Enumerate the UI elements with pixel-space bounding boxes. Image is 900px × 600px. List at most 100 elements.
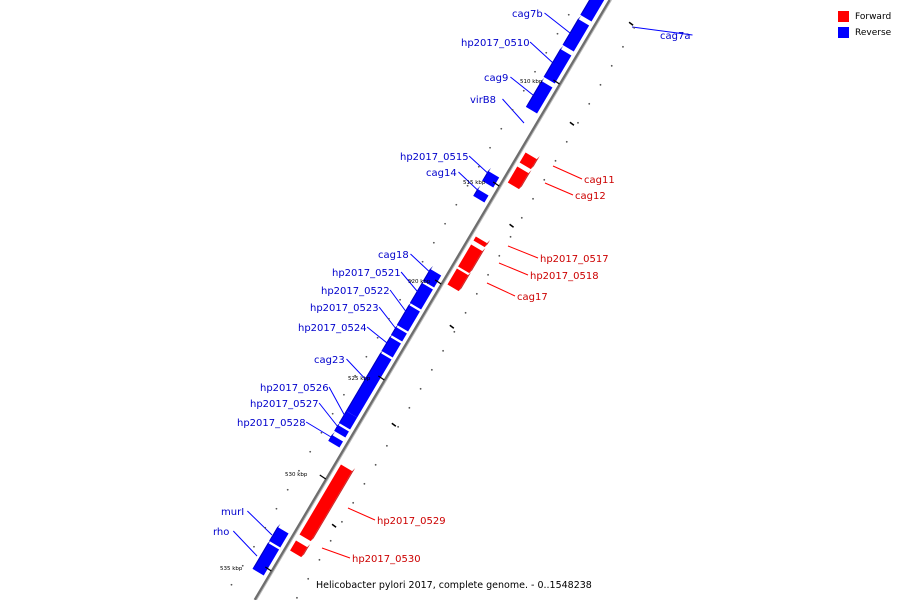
gene-label-hp2017-0524: hp2017_0524 (298, 323, 367, 334)
gene-block-edge-cag18 (422, 265, 434, 281)
gene-label-hp2017-0521: hp2017_0521 (332, 268, 401, 279)
minor-tick-right (430, 368, 433, 371)
gene-label-hp2017-0515: hp2017_0515 (400, 152, 469, 163)
minor-tick-right (329, 539, 332, 542)
gene-block-edge-cag17 (458, 272, 472, 292)
minor-tick-left (230, 583, 233, 586)
gene-leader-hp2017-0518 (498, 262, 529, 276)
reverse-swatch (838, 27, 849, 38)
gene-leader-hp2017-0517 (507, 245, 539, 259)
gene-block-edge-cag14 (473, 185, 481, 196)
gene-block-hp2017-0517 (473, 236, 488, 248)
gene-leader-hp2017-0529 (347, 507, 376, 521)
gene-label-hp2017-0528: hp2017_0528 (237, 418, 306, 429)
minor-tick-left (455, 203, 458, 206)
gene-label-cag11: cag11 (584, 175, 615, 186)
gene-leader-hp2017-0528 (305, 421, 337, 441)
gene-block-edge-hp2017-0517 (484, 240, 491, 248)
gene-block-cag17 (447, 268, 469, 292)
scale-label-0: 510 kbp (520, 79, 543, 85)
gene-leader-cag7b (544, 12, 571, 34)
gene-block-edge-hp2017-0528 (328, 431, 335, 441)
gene-label-hp2017-0518: hp2017_0518 (530, 271, 599, 282)
minor-tick-left (466, 184, 469, 187)
gene-leader-hp2017-0526 (328, 386, 347, 419)
gene-label-hp2017-0529: hp2017_0529 (377, 516, 446, 527)
gene-block-edge-cag11 (530, 156, 540, 170)
gene-block-edge-cag7b (580, 0, 591, 15)
major-tick-5 (331, 523, 337, 528)
gene-block-hp2017-0518 (458, 244, 483, 274)
legend-label-forward: Forward (855, 11, 892, 22)
scale-tick-0 (553, 79, 560, 85)
scale-label-2: 520 kbp (408, 279, 431, 285)
minor-tick-right (341, 520, 343, 523)
minor-tick-left (309, 450, 312, 453)
strand-legend: Forward Reverse (838, 9, 898, 41)
scale-label-1: 515 kbp (463, 180, 486, 186)
scale-label-3: 525 kbp (348, 376, 371, 382)
gene-leader-cag11 (552, 165, 583, 180)
gene-label-cag14: cag14 (426, 168, 457, 179)
major-tick-1 (569, 121, 575, 126)
gene-block-cag23 (346, 352, 392, 418)
gene-label-hp2017-0510: hp2017_0510 (461, 38, 530, 49)
scale-tick-5 (265, 566, 272, 572)
scale-tick-4 (319, 474, 327, 480)
minor-tick-left (432, 241, 435, 244)
gene-block-hp2017-0524 (381, 336, 401, 358)
gene-label-cag17: cag17 (517, 292, 548, 303)
gene-leader-hp2017-0510 (529, 41, 554, 64)
gene-leader-virb8 (502, 98, 525, 124)
scale-tick-2 (434, 279, 442, 285)
gene-block-edge-muri (269, 523, 281, 541)
gene-label-hp2017-0526: hp2017_0526 (260, 383, 329, 394)
gene-label-cag7b: cag7b (512, 9, 543, 20)
minor-tick-right (385, 444, 388, 447)
gene-label-cag18: cag18 (378, 250, 409, 261)
gene-block-cag11 (519, 152, 537, 170)
forward-swatch (838, 11, 849, 22)
minor-tick-left (444, 222, 446, 225)
scale-tick-3 (378, 375, 385, 381)
gene-leader-muri (247, 510, 273, 536)
minor-tick-right (419, 387, 422, 390)
minor-tick-right (565, 140, 568, 143)
minor-tick-right (453, 330, 456, 333)
gene-label-hp2017-0517: hp2017_0517 (540, 254, 609, 265)
minor-tick-right (543, 178, 546, 181)
gene-block-hp2017-0529 (299, 464, 353, 542)
gene-leader-hp2017-0527 (318, 402, 343, 433)
gene-block-virb8 (525, 80, 553, 114)
gene-block-edge-hp2017-0522 (396, 301, 412, 325)
minor-tick-left (511, 108, 514, 111)
minor-tick-right (520, 216, 523, 219)
genome-backbone (253, 0, 612, 600)
gene-leader-cag12 (544, 182, 574, 196)
minor-tick-left (399, 298, 402, 301)
major-tick-3 (449, 324, 455, 329)
gene-block-edge-cag9 (543, 45, 564, 77)
gene-block-hp2017-0510 (562, 18, 590, 52)
gene-block-edge-hp2017-0526 (338, 407, 350, 423)
minor-tick-right (307, 577, 310, 580)
genome-backbone-highlight (256, 0, 612, 600)
minor-tick-right (509, 235, 512, 238)
gene-label-cag9: cag9 (484, 73, 508, 84)
scale-label-4: 530 kbp (285, 472, 308, 478)
minor-tick-right (442, 349, 444, 352)
gene-block-hp2017-0523 (390, 326, 407, 342)
major-tick-4 (391, 422, 397, 427)
minor-tick-right (588, 102, 591, 105)
gene-block-edge-cag23 (346, 349, 384, 411)
minor-tick-right (296, 596, 298, 599)
minor-tick-left (567, 13, 570, 16)
minor-tick-right (475, 292, 478, 295)
gene-label-virb8: virB8 (470, 95, 496, 106)
gene-label-cag12: cag12 (575, 191, 606, 202)
major-tick-0 (628, 21, 634, 26)
minor-tick-left (354, 374, 357, 377)
minor-tick-left (264, 526, 267, 529)
minor-tick-left (545, 51, 548, 54)
